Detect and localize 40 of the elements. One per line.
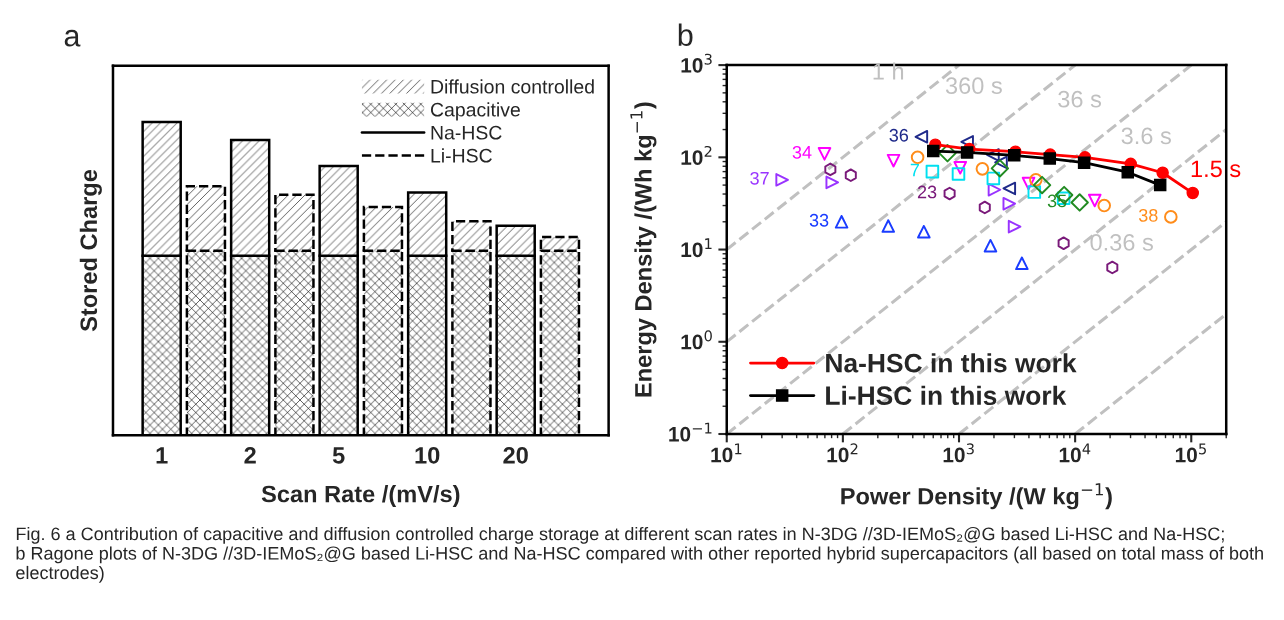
x-tick-label: 10$^{4}$ xyxy=(1059,443,1091,463)
y-tick-label: 10$^{0}$ xyxy=(681,330,712,350)
y-tick-label: 10$^{1}$ xyxy=(681,238,712,258)
x-tick-label: 20 xyxy=(503,446,528,464)
x-tick-label: 5 xyxy=(332,447,345,464)
x-tick-label: 10$^{2}$ xyxy=(827,443,858,463)
series-label: 38 xyxy=(1138,208,1158,222)
x-tick-label: 10$^{1}$ xyxy=(711,443,742,463)
series-label: 37 xyxy=(750,171,769,185)
chart-title: b xyxy=(678,23,693,46)
y-tick-label: 10$^{2}$ xyxy=(681,145,712,165)
legend-label: Na-HSC xyxy=(431,125,502,140)
x-tick-label: 2 xyxy=(244,446,256,464)
legend-label: Na-HSC in this work xyxy=(826,353,1077,373)
y-axis-title: Stored Charge xyxy=(79,169,102,332)
y-tick-label: 10$^{−1}$ xyxy=(669,422,712,442)
chart-title: a xyxy=(64,29,81,47)
annotation: 360 s xyxy=(945,77,1002,95)
x-axis-title: Scan Rate /(mV/s) xyxy=(261,485,460,508)
legend-label: Capacitive xyxy=(430,102,520,121)
legend-label: Li-HSC in this work xyxy=(826,385,1067,406)
series-label: 34 xyxy=(792,145,812,159)
series-label: 33 xyxy=(809,213,829,227)
annotation: 3.6 s xyxy=(1121,127,1171,145)
series-label: 36 xyxy=(889,128,909,142)
x-tick-label: 10$^{5}$ xyxy=(1175,443,1206,463)
y-axis-title: Energy Density /(Wh kg$^{−1}$) xyxy=(630,102,657,397)
annotation: 0.36 s xyxy=(1090,234,1153,251)
x-axis-title: Power Density /(W kg$^{−1}$) xyxy=(841,483,1112,510)
annotation: 1.5 s xyxy=(1191,160,1241,178)
series-label: 23 xyxy=(917,185,937,199)
y-tick-label: 10$^{3}$ xyxy=(681,53,712,73)
legend-label: Li-HSC xyxy=(431,148,492,163)
x-tick-label: 10 xyxy=(415,446,440,464)
series-label: 7 xyxy=(910,163,919,177)
x-tick-label: 1 xyxy=(156,447,168,464)
caption: Fig. 6 a Contribution of capacitive and diffusion controlled charge storage at different scan rates in N-3DG //3D-IEMoS₂@G based Li-HSC and Na-HSC; b Ragone plots of N-3DG //3D-IEMoS₂@G based Li-HSC and Na-HSC compared with other reported hybrid supercapacitors (all based on total mass of both electrodes) xyxy=(16,527,1263,583)
x-tick-label: 10$^{3}$ xyxy=(943,443,974,463)
annotation: 36 s xyxy=(1058,90,1102,108)
legend-label: Diffusion controlled xyxy=(431,79,594,94)
